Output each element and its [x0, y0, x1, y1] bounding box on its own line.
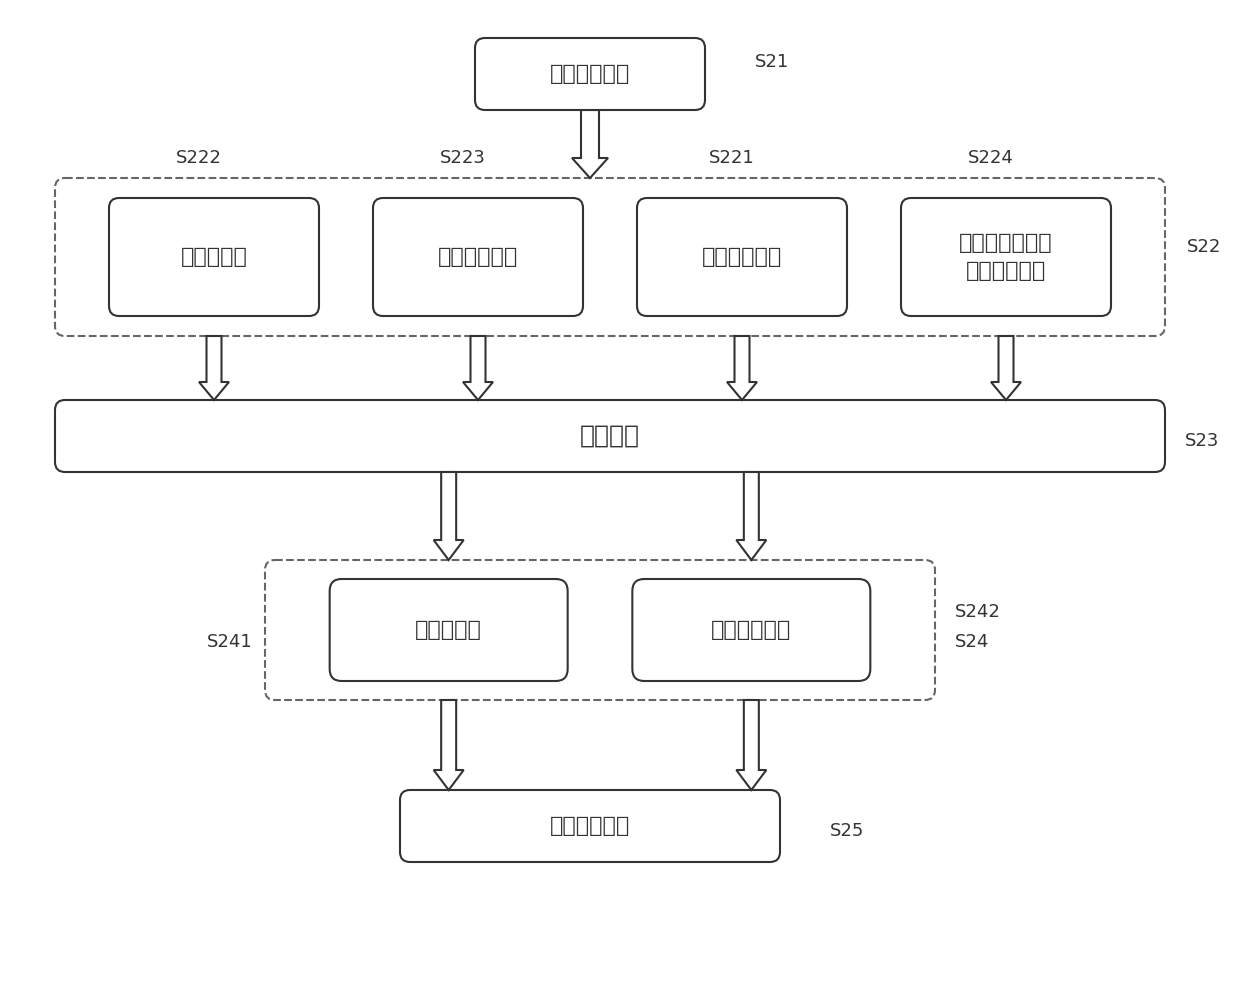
Text: 芯片应用在设计
上的限制条件: 芯片应用在设计 上的限制条件 [960, 233, 1053, 281]
FancyBboxPatch shape [632, 579, 870, 681]
Text: S241: S241 [207, 633, 253, 651]
Polygon shape [737, 472, 766, 560]
Text: 合成引擎: 合成引擎 [580, 424, 640, 448]
FancyBboxPatch shape [55, 400, 1166, 472]
Text: S25: S25 [830, 822, 864, 840]
Text: 工艺设计表格: 工艺设计表格 [438, 247, 518, 267]
Text: S24: S24 [955, 633, 990, 651]
Text: S23: S23 [1185, 432, 1219, 450]
FancyBboxPatch shape [637, 198, 847, 316]
Text: S223: S223 [440, 149, 486, 167]
Text: 元件级别描述: 元件级别描述 [712, 620, 791, 640]
Text: S22: S22 [1187, 238, 1221, 256]
FancyBboxPatch shape [475, 38, 706, 110]
Polygon shape [434, 472, 464, 560]
Polygon shape [463, 336, 494, 400]
Text: 原始单元库: 原始单元库 [181, 247, 248, 267]
Text: S242: S242 [955, 603, 1001, 621]
Text: S221: S221 [709, 149, 755, 167]
FancyBboxPatch shape [901, 198, 1111, 316]
Polygon shape [991, 336, 1021, 400]
Text: S224: S224 [968, 149, 1014, 167]
FancyBboxPatch shape [330, 579, 568, 681]
Polygon shape [434, 700, 464, 790]
Text: 行为级别描述: 行为级别描述 [549, 64, 630, 84]
Text: S21: S21 [755, 53, 789, 71]
Polygon shape [727, 336, 756, 400]
Polygon shape [737, 700, 766, 790]
Polygon shape [572, 110, 608, 178]
Text: 标准单元库: 标准单元库 [415, 620, 482, 640]
Text: S222: S222 [176, 149, 222, 167]
Polygon shape [198, 336, 229, 400]
FancyBboxPatch shape [373, 198, 583, 316]
FancyBboxPatch shape [401, 790, 780, 862]
FancyBboxPatch shape [109, 198, 319, 316]
Text: 硬件级别描述: 硬件级别描述 [702, 247, 782, 267]
Text: 版图级别描述: 版图级别描述 [549, 816, 630, 836]
